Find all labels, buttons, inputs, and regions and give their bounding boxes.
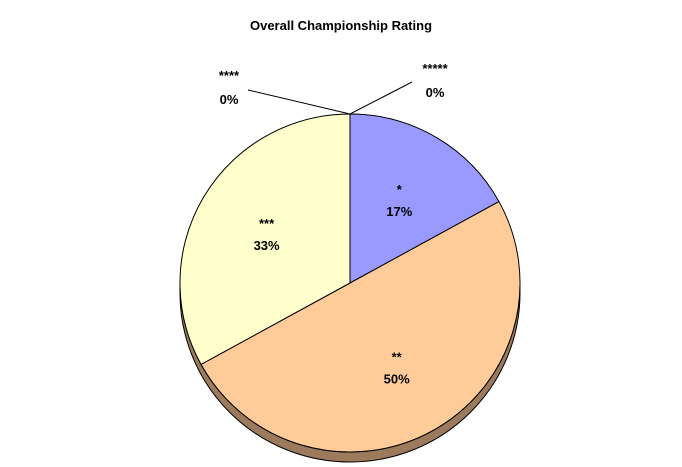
slice-4-value-label: 0%: [220, 92, 239, 107]
slice-2-label: **: [392, 349, 403, 364]
slice-3-value-label: 33%: [254, 238, 280, 253]
slice-2: [200, 200, 521, 453]
slice-5-label: *****: [422, 61, 448, 76]
slice-labels: * 17% ** 50% *** 33% **** 0% ***** 0%: [219, 61, 449, 386]
slice-1: [349, 113, 500, 284]
slice-5-leader-line: [349, 81, 413, 115]
slice-1-value-label: 17%: [386, 204, 412, 219]
leader-lines: [247, 81, 413, 115]
slice-5-value-label: 0%: [426, 85, 445, 100]
slice-1-label: *: [397, 182, 403, 197]
slice-4-leader-line: [247, 89, 351, 115]
slice-3-label: ***: [259, 216, 275, 231]
chart-title: Overall Championship Rating: [250, 18, 432, 33]
pie-slices: [179, 113, 521, 453]
slice-2-value-label: 50%: [384, 371, 410, 386]
slice-3: [179, 113, 351, 366]
slice-4-label: ****: [219, 68, 240, 83]
